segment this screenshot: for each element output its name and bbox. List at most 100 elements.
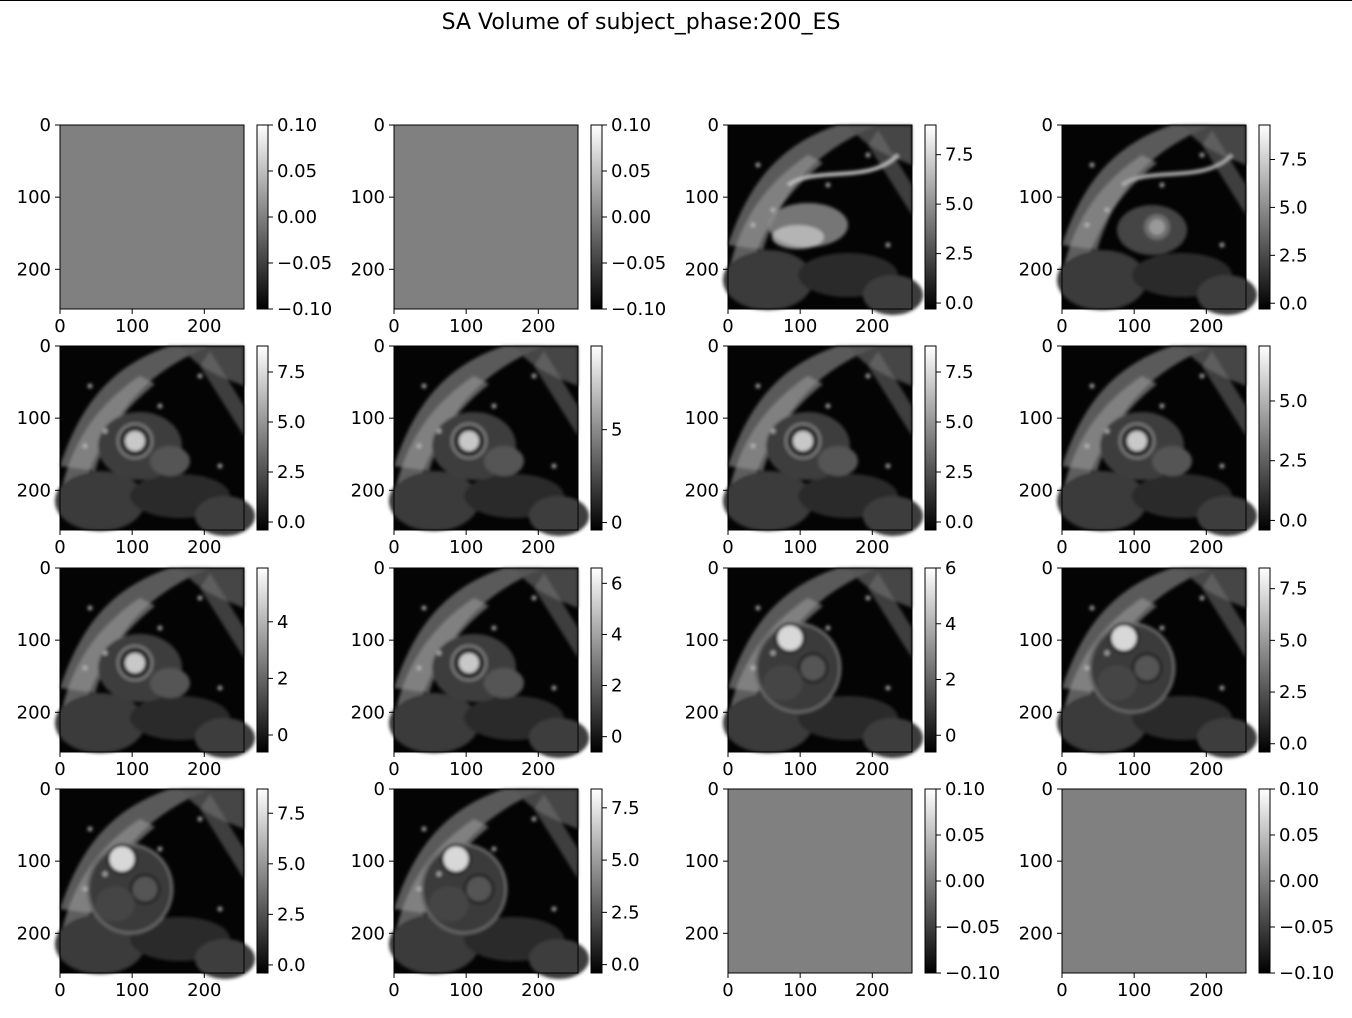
axes-frame (393, 788, 579, 974)
y-tick-label: 200 (1019, 480, 1053, 501)
y-tick-label: 100 (1019, 408, 1053, 429)
axes-frame (1061, 124, 1247, 310)
colorbar-tick-label: 2.5 (277, 904, 306, 925)
colorbar-tick-label: 7.5 (611, 798, 640, 819)
colorbar-tick-label: 0.10 (277, 115, 317, 136)
axes-frame (393, 345, 579, 531)
colorbar-tick-label: 0.05 (945, 825, 985, 846)
x-tick-label: 200 (855, 980, 889, 1001)
y-tick-label: 0 (708, 115, 719, 136)
x-tick-label: 100 (1117, 316, 1151, 337)
colorbar-tick-label: 5.0 (277, 412, 306, 433)
y-tick-label: 200 (1019, 923, 1053, 944)
y-tick-label: 0 (40, 336, 51, 357)
y-tick-label: 0 (708, 558, 719, 579)
subplot-10: 0 100 200 0 100 200 6 4 2 0 (685, 558, 957, 780)
blank-slice-image (60, 125, 244, 309)
mri-slice-image (55, 568, 255, 758)
colorbar-tick-label: 0.0 (1279, 293, 1308, 314)
axes-frame (59, 567, 245, 753)
colorbar-tick-label: 2 (945, 670, 956, 691)
colorbar-tick-label: 0.0 (277, 955, 306, 976)
x-tick-label: 200 (1189, 759, 1223, 780)
colorbar-tick-label: 2.5 (611, 902, 640, 923)
colorbar-tick-label: −0.05 (1279, 917, 1334, 938)
x-tick-label: 100 (1117, 759, 1151, 780)
x-tick-label: 200 (187, 980, 221, 1001)
colorbar-tick-label: 0.00 (277, 207, 317, 228)
colorbar (924, 788, 937, 974)
colorbar (256, 567, 269, 753)
mri-slice-image (1057, 568, 1257, 758)
x-tick-label: 0 (1056, 759, 1067, 780)
x-tick-label: 100 (449, 316, 483, 337)
colorbar-tick-label: 2.5 (945, 244, 974, 265)
y-tick-label: 200 (17, 480, 51, 501)
colorbar (256, 124, 269, 310)
subplot-12: 0 100 200 0 100 200 7.5 5.0 2.5 0.0 (17, 779, 306, 1001)
mri-slice-image (389, 346, 589, 536)
y-tick-label: 0 (1042, 779, 1053, 800)
colorbar-tick-label: 2.5 (1279, 245, 1308, 266)
y-tick-label: 0 (1042, 115, 1053, 136)
colorbar-tick-label: 5.0 (611, 850, 640, 871)
colorbar-tick-label: 0.00 (1279, 871, 1319, 892)
colorbar-tick-label: 0 (611, 513, 622, 534)
axes-frame (727, 345, 913, 531)
subplot-5: 0 100 200 0 100 200 5 0 (351, 336, 623, 558)
colorbar-tick-label: −0.05 (611, 253, 666, 274)
colorbar-tick-label: 0.0 (1279, 734, 1308, 755)
x-tick-label: 0 (388, 759, 399, 780)
colorbar-tick-label: 5.0 (277, 854, 306, 875)
x-tick-label: 100 (115, 980, 149, 1001)
colorbar (590, 788, 603, 974)
colorbar (590, 345, 603, 531)
x-tick-label: 100 (449, 759, 483, 780)
x-tick-label: 0 (722, 980, 733, 1001)
y-tick-label: 200 (17, 259, 51, 280)
y-tick-label: 0 (40, 115, 51, 136)
colorbar-tick-label: 5.0 (945, 194, 974, 215)
mri-slice-image (55, 346, 255, 536)
x-tick-label: 100 (783, 537, 817, 558)
subplot-9: 0 100 200 0 100 200 6 4 2 0 (351, 558, 623, 780)
mri-slice-image (1057, 346, 1257, 536)
y-tick-label: 0 (374, 779, 385, 800)
colorbar-tick-label: 0.0 (611, 955, 640, 976)
colorbar-tick-label: 0.10 (945, 779, 985, 800)
axes-frame (393, 567, 579, 753)
x-tick-label: 100 (449, 537, 483, 558)
colorbar (256, 345, 269, 531)
x-tick-label: 200 (855, 759, 889, 780)
axes-frame (59, 788, 245, 974)
colorbar-tick-label: 0 (611, 727, 622, 748)
axes-frame (1061, 345, 1247, 531)
colorbar (1258, 124, 1271, 310)
colorbar-tick-label: 7.5 (945, 362, 974, 383)
y-tick-label: 0 (374, 115, 385, 136)
colorbar-tick-label: 5.0 (1279, 391, 1308, 412)
colorbar (1258, 345, 1271, 531)
x-tick-label: 100 (115, 316, 149, 337)
subplot-11: 0 100 200 0 100 200 7.5 5.0 2.5 0.0 (1019, 558, 1308, 780)
axes-frame (727, 124, 913, 310)
y-tick-label: 100 (685, 851, 719, 872)
colorbar-tick-label: 0 (277, 725, 288, 746)
x-tick-label: 0 (722, 537, 733, 558)
x-tick-label: 200 (521, 759, 555, 780)
y-tick-label: 200 (351, 259, 385, 280)
y-tick-label: 200 (1019, 702, 1053, 723)
colorbar-tick-label: 2.5 (1279, 682, 1308, 703)
x-tick-label: 200 (521, 537, 555, 558)
y-tick-label: 200 (17, 702, 51, 723)
colorbar-tick-label: 0.05 (1279, 825, 1319, 846)
colorbar (256, 788, 269, 974)
colorbar-tick-label: 0 (945, 725, 956, 746)
y-tick-label: 200 (685, 923, 719, 944)
colorbar-tick-label: 0.0 (945, 512, 974, 533)
x-tick-label: 200 (1189, 980, 1223, 1001)
y-tick-label: 200 (351, 480, 385, 501)
subplot-3: 0 100 200 0 100 200 7.5 5.0 2.5 0.0 (1019, 115, 1308, 337)
y-tick-label: 0 (40, 779, 51, 800)
y-tick-label: 100 (17, 851, 51, 872)
